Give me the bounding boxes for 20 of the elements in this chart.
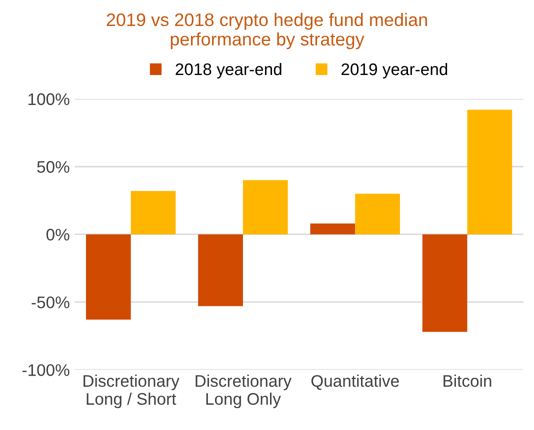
bar [198,234,243,306]
bar [467,110,512,234]
bar [422,234,468,332]
legend-label: 2018 year-end [176,62,282,78]
y-tick-label: -50% [32,296,70,308]
bar [355,194,400,234]
y-tick-label: 0% [46,228,70,241]
bar [86,234,131,320]
legend-label: 2019 year-end [342,62,448,78]
x-tick-label: Quantitative [311,374,399,390]
bar [242,180,288,234]
x-tick-label: Discretionary Long Only [196,374,292,408]
chart-title: 2019 vs 2018 crypto hedge fund median performance by strategy [106,12,427,50]
y-tick-label: 50% [37,161,70,173]
y-tick-label: 100% [28,93,70,106]
bar [310,224,356,234]
x-tick-label: Discretionary Long / Short [84,374,180,408]
x-tick-label: Bitcoin [444,374,492,387]
y-tick-label: -100% [22,364,70,376]
bar [130,191,176,234]
